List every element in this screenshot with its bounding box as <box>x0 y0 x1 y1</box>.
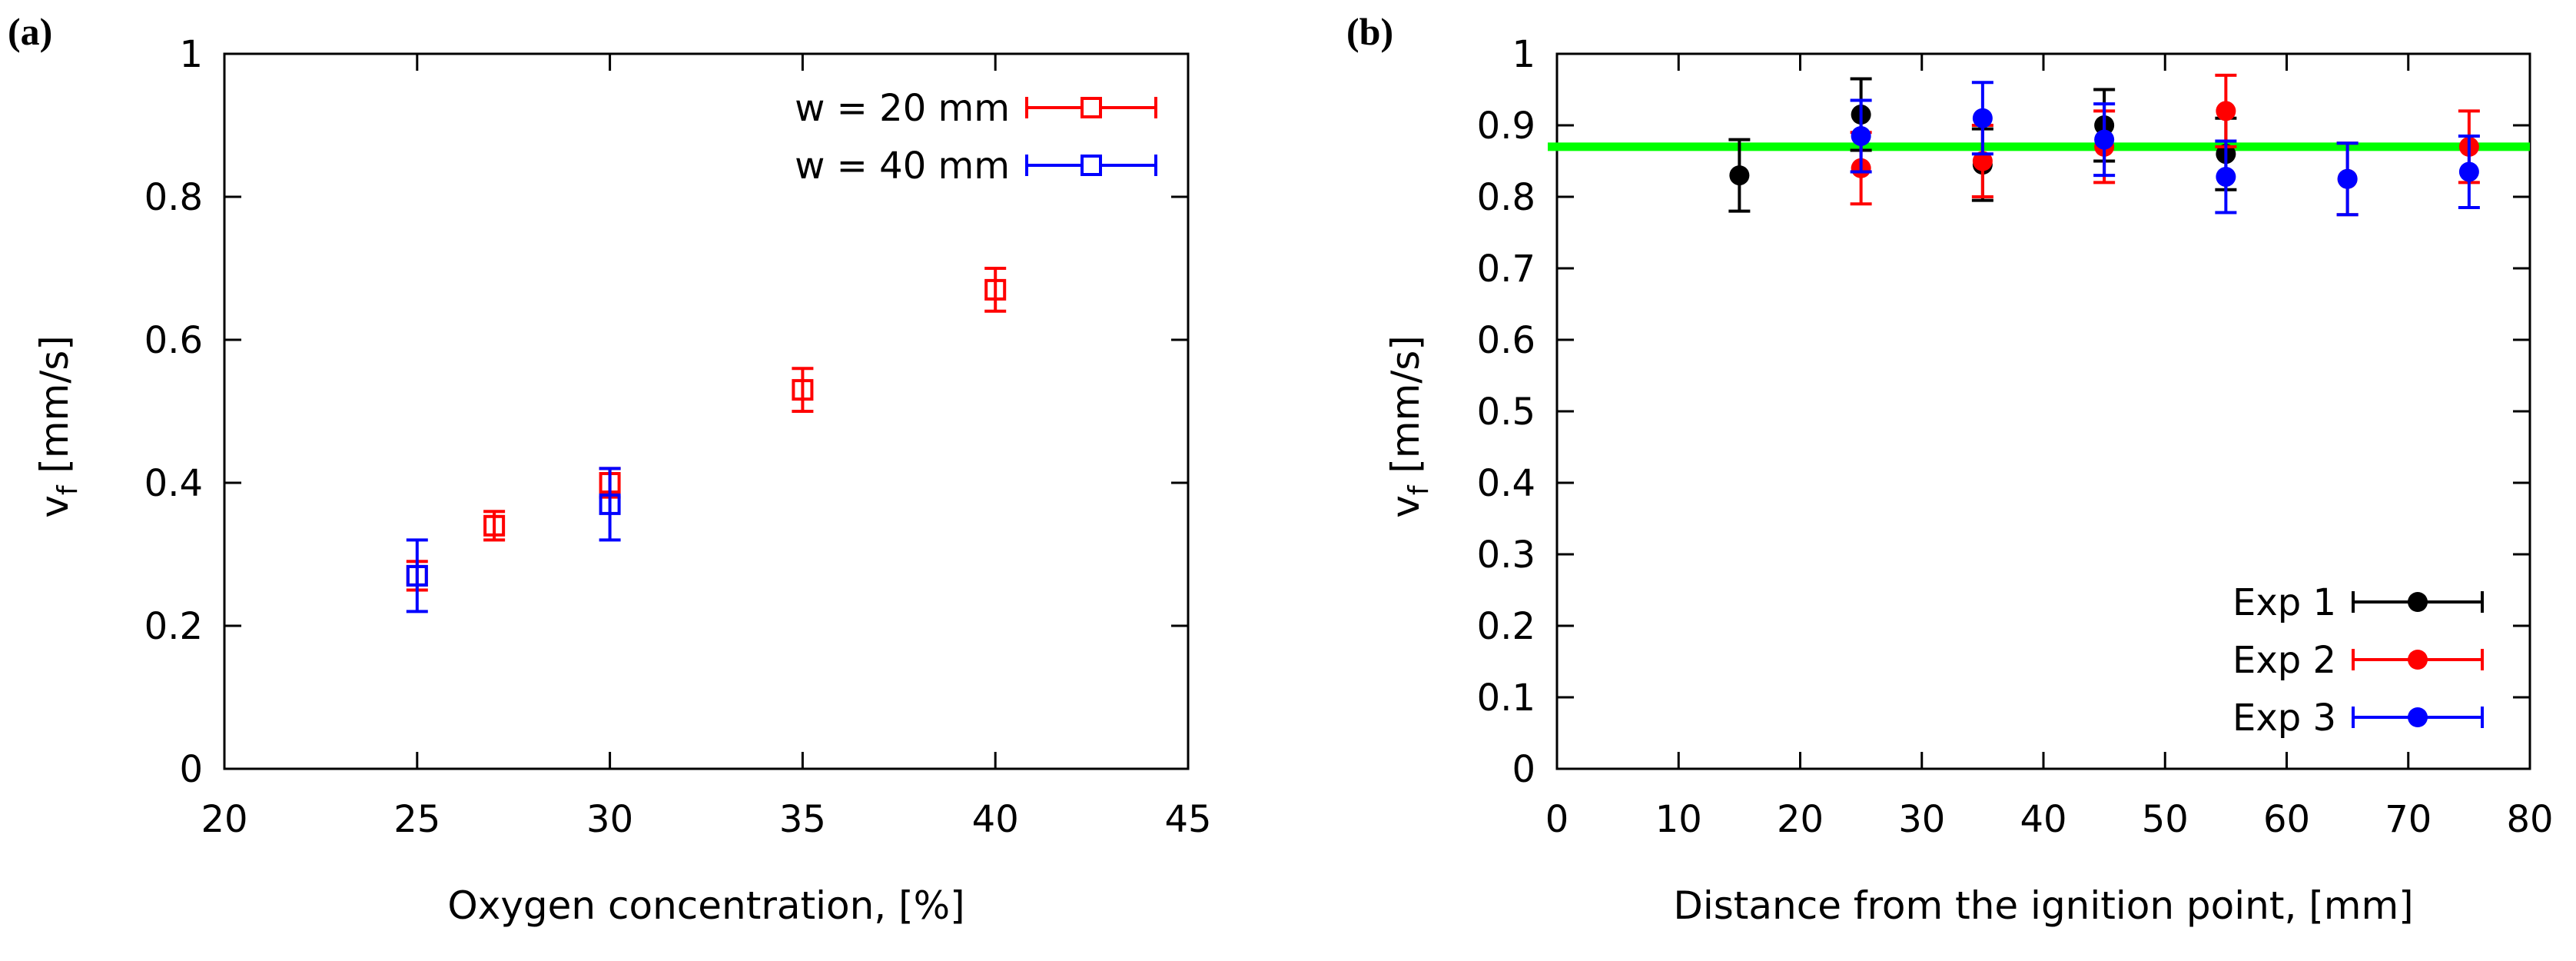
series-1 <box>406 267 1007 592</box>
y-tick-label: 1 <box>1512 33 1535 76</box>
data-point <box>2093 102 2116 178</box>
x-tick-label: 50 <box>2142 798 2189 841</box>
data-point <box>406 538 428 614</box>
y-tick-label: 0.6 <box>1477 319 1535 362</box>
x-tick-label: 25 <box>393 798 440 841</box>
y-axis-label: vf [mm/s] <box>1383 335 1435 518</box>
legend-entry: Exp 3 <box>2232 697 2484 740</box>
y-tick-label: 0.6 <box>144 319 203 362</box>
legend-label: w = 20 mm <box>795 87 1010 130</box>
y-tick-label: 0.3 <box>1477 534 1535 577</box>
marker-circle <box>1972 108 1993 128</box>
x-tick-label: 30 <box>1898 798 1945 841</box>
y-tick-label: 0.2 <box>144 605 203 648</box>
marker-circle <box>1972 151 1993 171</box>
x-tick-label: 30 <box>586 798 633 841</box>
marker-square <box>792 379 814 401</box>
data-point <box>792 367 814 413</box>
data-point <box>984 267 1007 313</box>
x-tick-label: 70 <box>2385 798 2432 841</box>
y-tick-label: 0.7 <box>1477 248 1535 291</box>
legend-label: Exp 1 <box>2232 581 2336 624</box>
legend-marker-circle <box>2408 650 2428 670</box>
marker-square <box>599 493 621 515</box>
data-point <box>2215 139 2237 214</box>
legend-label: Exp 2 <box>2232 639 2336 682</box>
y-tick-label: 0.5 <box>1477 391 1535 434</box>
series-3 <box>1850 81 2480 217</box>
plot-frame <box>223 52 1190 770</box>
panel-a: (a) 20 25 30 35 40 45 0 0.2 0.4 0.6 0.8 1 Oxygen conc… <box>8 10 1212 928</box>
x-tick-label: 45 <box>1164 798 1211 841</box>
data-point <box>1728 138 1751 213</box>
marker-circle <box>1851 125 1871 146</box>
x-tick-label: 80 <box>2506 798 2553 841</box>
data-point <box>2458 134 2480 209</box>
data-point <box>483 510 506 542</box>
x-tick-label: 20 <box>201 798 247 841</box>
data-point <box>1850 98 1872 174</box>
legend-marker-circle <box>2408 592 2428 612</box>
x-tick-label: 35 <box>779 798 826 841</box>
legend-entry: w = 20 mm <box>795 87 1157 130</box>
legend-marker-square <box>1081 97 1102 118</box>
x-tick-label: 0 <box>1545 798 1569 841</box>
y-tick-label: 1 <box>179 33 203 76</box>
legend-entry: Exp 2 <box>2232 639 2484 682</box>
y-tick-label: 0.9 <box>1477 105 1535 148</box>
marker-circle <box>2458 161 2479 182</box>
y-tick-label: 0.4 <box>1477 462 1535 505</box>
x-tick-label: 20 <box>1777 798 1824 841</box>
series-2 <box>406 467 621 614</box>
x-tick-label: 10 <box>1655 798 1702 841</box>
legend-label: Exp 3 <box>2232 697 2336 740</box>
y-tick-label: 0.8 <box>144 176 203 219</box>
data-point <box>1971 81 1993 156</box>
marker-square <box>483 514 506 537</box>
x-axis-label: Oxygen concentration, [%] <box>447 883 964 928</box>
x-tick-label: 40 <box>972 798 1019 841</box>
y-axis-label: vf [mm/s] <box>32 335 84 518</box>
data-point <box>2215 73 2237 148</box>
data-point <box>2336 141 2359 217</box>
marker-square <box>406 564 428 587</box>
marker-square <box>984 278 1007 301</box>
plot-frame <box>1555 52 2531 770</box>
panel-b: (b) 0 10 20 30 40 50 60 70 80 0 0.1 0.2 0.3 0.4 0.5 0.6 0… <box>1346 10 2554 928</box>
x-axis-label: Distance from the ignition point, [mm] <box>1673 883 2413 928</box>
legend-entry: Exp 1 <box>2232 581 2484 624</box>
y-tick-label: 0.8 <box>1477 176 1535 219</box>
y-tick-label: 0.1 <box>1477 677 1535 720</box>
y-tick-label: 0.4 <box>144 462 203 505</box>
data-point <box>599 467 621 542</box>
marker-circle <box>2337 168 2358 189</box>
panel-label: (a) <box>8 10 52 53</box>
y-tick-label: 0 <box>179 748 203 791</box>
x-tick-label: 40 <box>2020 798 2066 841</box>
marker-circle <box>1729 165 1750 186</box>
legend-label: w = 40 mm <box>795 145 1010 188</box>
panel-label: (b) <box>1346 10 1393 53</box>
x-tick-label: 60 <box>2263 798 2310 841</box>
marker-circle <box>2094 129 2115 150</box>
legend-marker-circle <box>2408 707 2428 727</box>
marker-circle <box>2216 101 2236 121</box>
legend-entry: w = 40 mm <box>795 145 1157 188</box>
legend-marker-square <box>1081 155 1102 176</box>
y-tick-label: 0 <box>1512 748 1535 791</box>
y-tick-label: 0.2 <box>1477 605 1535 648</box>
marker-circle <box>2216 166 2236 187</box>
